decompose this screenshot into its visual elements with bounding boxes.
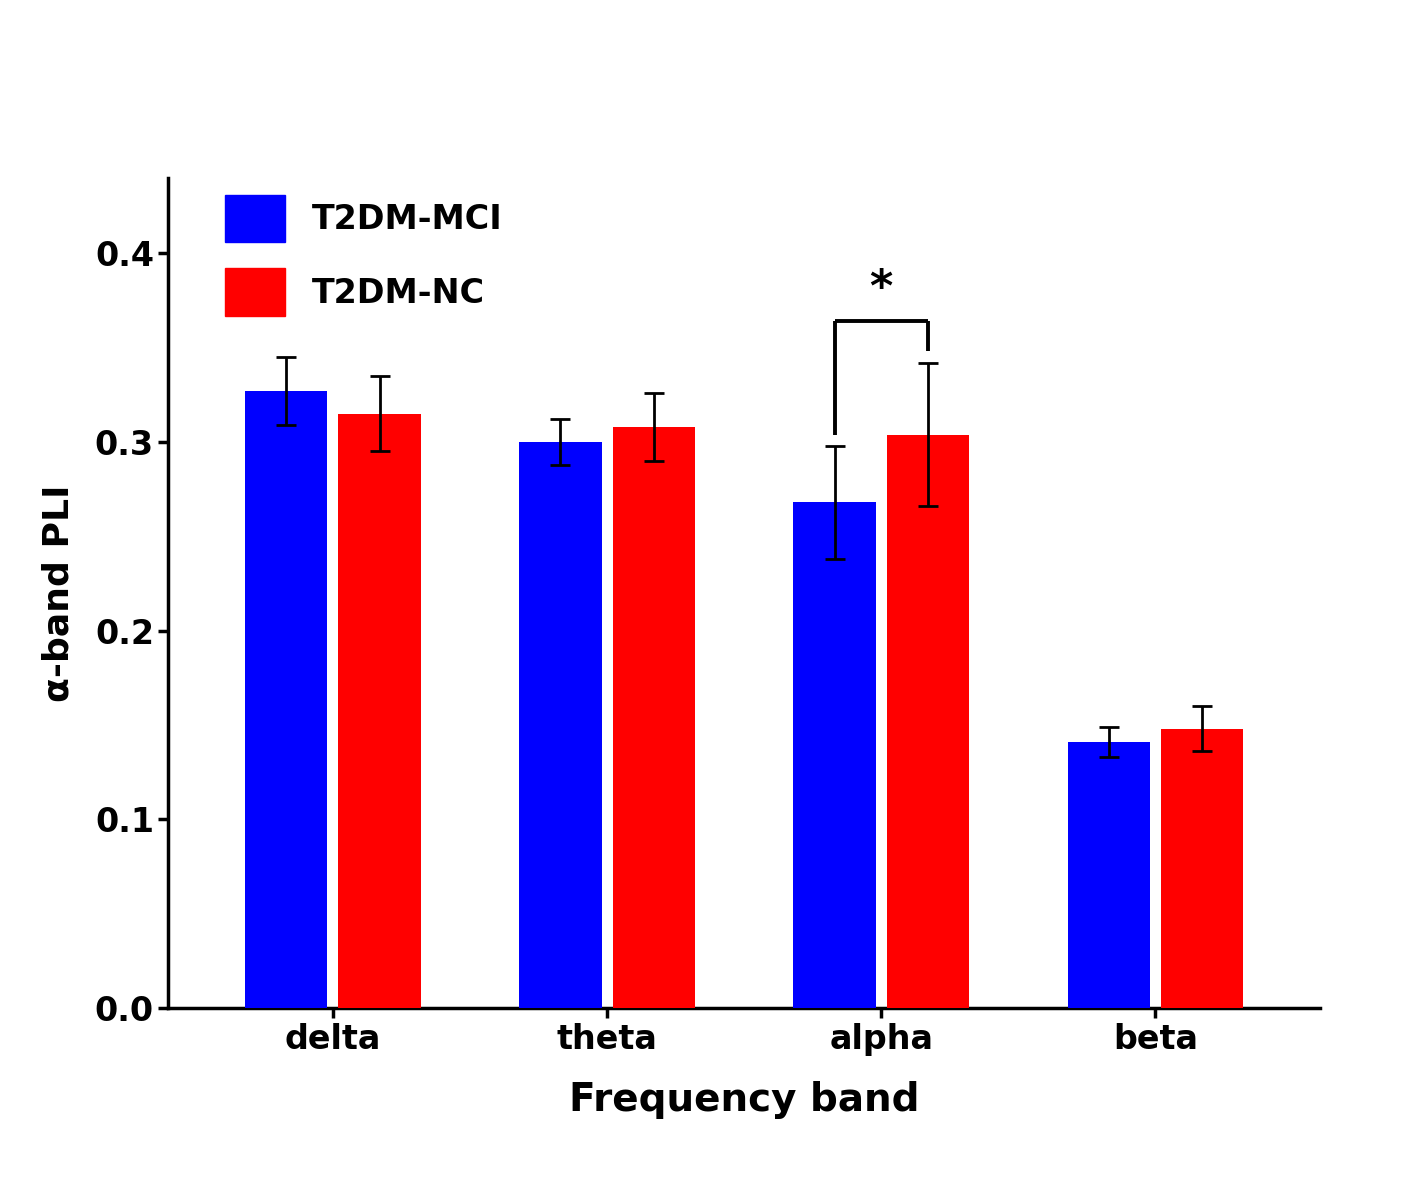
Bar xyxy=(338,414,421,1008)
Bar xyxy=(612,427,695,1008)
Bar xyxy=(1161,729,1243,1008)
Bar xyxy=(246,391,327,1008)
Bar xyxy=(887,434,969,1008)
Bar xyxy=(519,442,601,1008)
Legend: T2DM-MCI, T2DM-NC: T2DM-MCI, T2DM-NC xyxy=(208,178,519,332)
Y-axis label: α-band PLI: α-band PLI xyxy=(41,484,76,702)
Bar xyxy=(793,503,876,1008)
Bar xyxy=(1067,742,1150,1008)
Text: *: * xyxy=(869,267,893,310)
X-axis label: Frequency band: Frequency band xyxy=(569,1080,920,1118)
